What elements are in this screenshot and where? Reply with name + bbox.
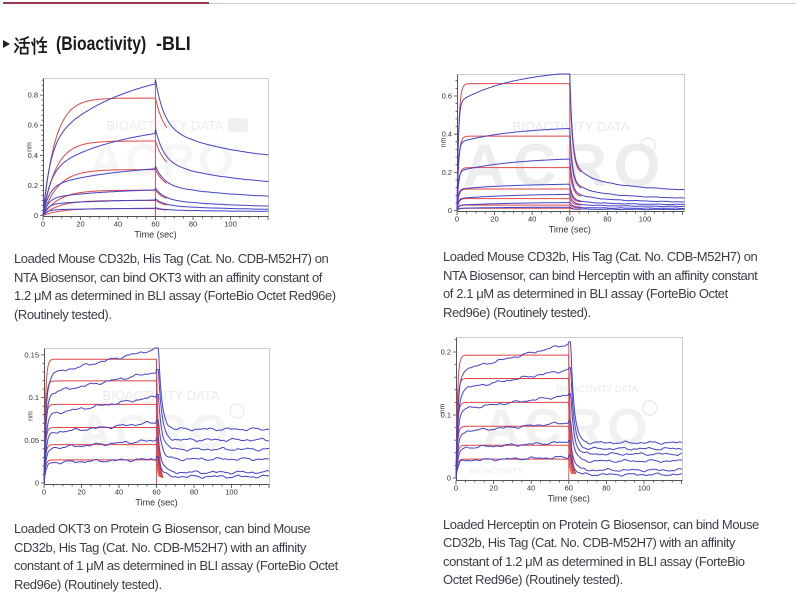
svg-text:BIOACTIVITY: BIOACTIVITY [470,466,523,476]
svg-text:60: 60 [565,484,573,493]
svg-text:40: 40 [527,484,535,493]
svg-text:0.2: 0.2 [442,168,452,177]
svg-text:40: 40 [114,488,122,497]
svg-text:0: 0 [455,215,459,224]
svg-text:0.8: 0.8 [28,91,38,100]
svg-text:80: 80 [189,220,197,229]
svg-text:0.6: 0.6 [442,92,452,101]
svg-text:0: 0 [448,206,452,215]
svg-text:40: 40 [114,220,122,229]
svg-text:100: 100 [225,488,238,497]
svg-text:40: 40 [528,215,536,224]
svg-text:20: 20 [489,484,497,493]
svg-text:20: 20 [77,488,85,497]
svg-text:80: 80 [602,484,610,493]
svg-text:0.1: 0.1 [441,411,451,420]
svg-text:ACRO: ACRO [463,132,668,199]
svg-text:20: 20 [76,220,84,229]
svg-text:nm: nm [440,403,447,413]
svg-text:ACRO: ACRO [89,134,236,186]
svg-text:0.05: 0.05 [24,436,39,445]
svg-text:60: 60 [566,215,574,224]
svg-text:100: 100 [224,220,237,229]
svg-text:Time (sec): Time (sec) [135,498,177,508]
svg-text:0.4: 0.4 [28,151,38,160]
svg-text:0: 0 [41,488,45,497]
svg-text:60: 60 [151,220,159,229]
svg-text:0: 0 [447,474,451,483]
svg-text:0.1: 0.1 [28,393,38,402]
svg-text:nm: nm [27,142,34,152]
svg-text:0: 0 [454,484,458,493]
svg-text:0.4: 0.4 [442,130,452,139]
svg-text:nm: nm [441,137,448,147]
svg-text:nm: nm [27,411,34,421]
svg-text:0.15: 0.15 [24,350,39,359]
svg-text:Time (sec): Time (sec) [548,494,590,504]
svg-text:0.2: 0.2 [441,348,451,357]
svg-text:Time (sec): Time (sec) [134,230,176,240]
svg-text:Time (sec): Time (sec) [549,225,591,235]
svg-text:100: 100 [638,484,651,493]
svg-text:80: 80 [189,488,197,497]
svg-text:0.6: 0.6 [28,121,38,130]
svg-text:0: 0 [34,479,38,488]
svg-text:0: 0 [41,220,45,229]
svg-text:80: 80 [603,215,611,224]
svg-text:BIOACTIVITY DATA: BIOACTIVITY DATA [556,384,637,394]
svg-text:ACRO: ACRO [77,406,230,459]
svg-text:0: 0 [34,211,38,220]
svg-text:60: 60 [152,488,160,497]
svg-text:20: 20 [490,215,498,224]
svg-text:0.2: 0.2 [28,181,38,190]
svg-text:100: 100 [639,215,652,224]
